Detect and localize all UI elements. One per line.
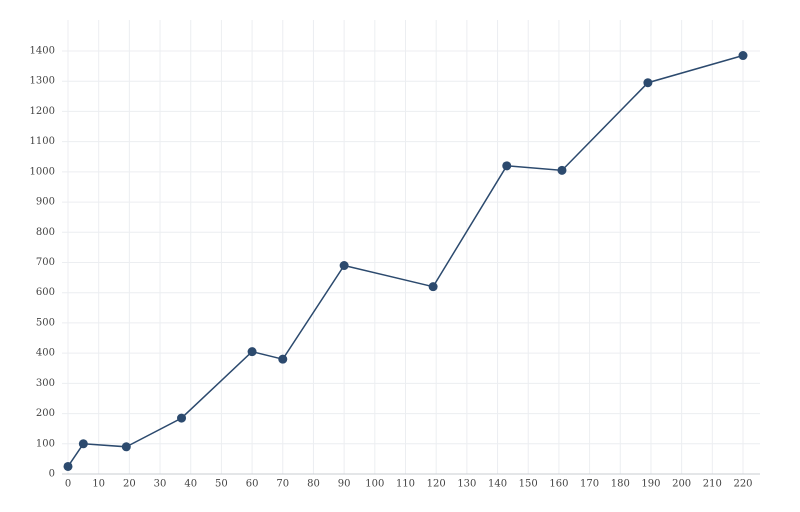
x-tick-label: 90 [338, 479, 351, 490]
y-tick-label: 900 [36, 197, 55, 208]
data-point [557, 165, 567, 175]
data-point [339, 261, 349, 271]
x-tick-label: 40 [184, 479, 197, 490]
y-tick-label: 1200 [30, 106, 55, 117]
y-tick-label: 800 [36, 227, 55, 238]
data-point [177, 413, 187, 423]
x-tick-label: 220 [733, 479, 752, 490]
x-tick-label: 100 [365, 479, 384, 490]
x-tick-label: 190 [641, 479, 660, 490]
data-point [63, 461, 73, 471]
x-tick-label: 200 [672, 479, 691, 490]
y-tick-label: 0 [49, 469, 55, 480]
x-tick-label: 80 [307, 479, 320, 490]
x-tick-label: 140 [488, 479, 507, 490]
y-tick-label: 300 [36, 378, 55, 389]
x-tick-label: 180 [611, 479, 630, 490]
x-tick-label: 160 [549, 479, 568, 490]
data-point [247, 347, 257, 357]
x-tick-label: 150 [519, 479, 538, 490]
data-point [643, 78, 653, 88]
data-line [67, 54, 744, 467]
y-tick-label: 100 [36, 438, 55, 449]
data-point [78, 439, 88, 449]
y-tick-label: 500 [36, 317, 55, 328]
y-tick-label: 1400 [30, 46, 55, 57]
y-tick-label: 200 [36, 408, 55, 419]
x-tick-label: 30 [154, 479, 167, 490]
y-tick-label: 1100 [30, 136, 55, 147]
data-point [428, 282, 438, 292]
data-point [738, 51, 748, 61]
x-tick-label: 120 [427, 479, 446, 490]
y-tick-label: 700 [36, 257, 55, 268]
x-tick-label: 20 [123, 479, 136, 490]
x-tick-label: 210 [703, 479, 722, 490]
x-tick-label: 60 [246, 479, 259, 490]
x-tick-label: 130 [457, 479, 476, 490]
data-point [278, 354, 288, 364]
y-tick-label: 1000 [30, 166, 55, 177]
y-tick-label: 600 [36, 287, 55, 298]
x-tick-label: 0 [65, 479, 71, 490]
data-point [121, 442, 131, 452]
x-tick-label: 170 [580, 479, 599, 490]
y-tick-label: 400 [36, 348, 55, 359]
x-tick-label: 70 [276, 479, 289, 490]
x-tick-label: 10 [92, 479, 105, 490]
x-tick-label: 50 [215, 479, 228, 490]
x-tick-label: 110 [396, 479, 415, 490]
data-point [502, 161, 512, 171]
y-tick-label: 1300 [30, 76, 55, 87]
